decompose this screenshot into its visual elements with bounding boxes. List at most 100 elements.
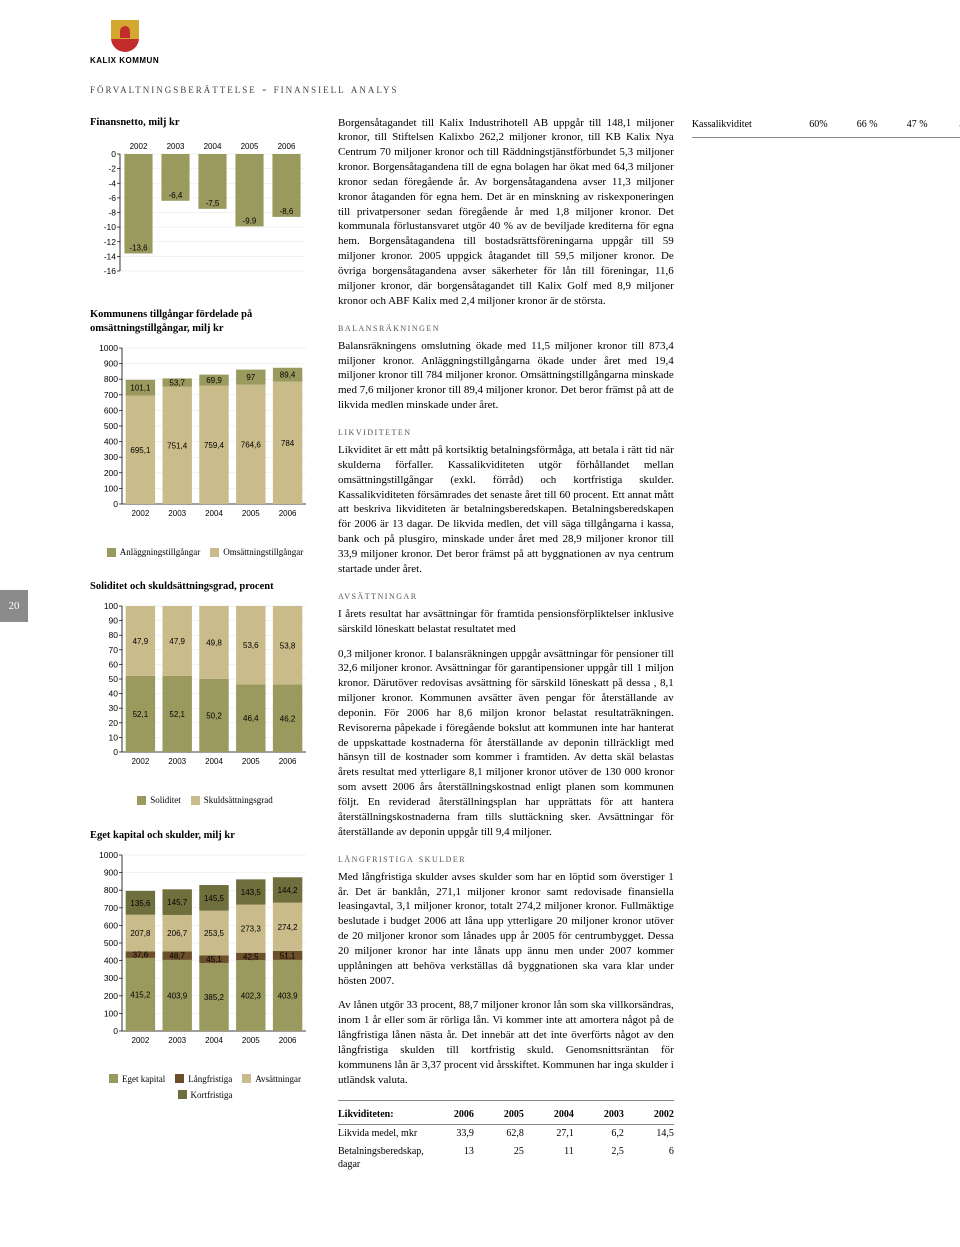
svg-text:100: 100 bbox=[104, 601, 118, 611]
svg-text:600: 600 bbox=[104, 920, 118, 930]
svg-text:800: 800 bbox=[104, 374, 118, 384]
row-label: Betalningsberedskap, dagar bbox=[338, 1145, 424, 1172]
legend-item: Omsättningstillgångar bbox=[210, 546, 303, 558]
svg-text:20: 20 bbox=[109, 718, 119, 728]
svg-text:144,2: 144,2 bbox=[278, 886, 299, 895]
body-text: Borgensåtagandet till Kalix Industrihote… bbox=[338, 116, 960, 1176]
svg-text:48,7: 48,7 bbox=[169, 951, 185, 960]
svg-text:53,6: 53,6 bbox=[243, 642, 259, 651]
svg-text:89,4: 89,4 bbox=[280, 371, 296, 380]
legend-item: Soliditet bbox=[137, 794, 181, 806]
svg-text:145,5: 145,5 bbox=[204, 894, 225, 903]
chart-svg: 01002003004005006007008009001000695,1101… bbox=[90, 342, 310, 542]
svg-text:49,8: 49,8 bbox=[206, 639, 222, 648]
cell: 62,8 bbox=[474, 1127, 524, 1141]
svg-text:300: 300 bbox=[104, 973, 118, 983]
svg-text:2005: 2005 bbox=[242, 509, 260, 518]
logo-area: KALIX KOMMUN bbox=[90, 20, 159, 67]
svg-text:-13,6: -13,6 bbox=[129, 243, 148, 252]
section-header: förvaltningsberättelse - finansiell anal… bbox=[90, 80, 920, 98]
svg-text:69,9: 69,9 bbox=[206, 376, 222, 385]
svg-text:-7,5: -7,5 bbox=[206, 199, 220, 208]
paragraph: Med långfristiga skulder avses skulder s… bbox=[338, 870, 674, 989]
legend-item: Skuldsättningsgrad bbox=[191, 794, 273, 806]
svg-text:51,1: 51,1 bbox=[280, 951, 296, 960]
cell: 2,5 bbox=[574, 1145, 624, 1172]
svg-text:385,2: 385,2 bbox=[204, 993, 225, 1002]
svg-text:-10: -10 bbox=[104, 222, 117, 232]
chart-title: Eget kapital och skulder, milj kr bbox=[90, 829, 320, 843]
page-number-tab: 20 bbox=[0, 590, 28, 622]
chart-title: Kommunens tillgångar fördelade på omsätt… bbox=[90, 308, 320, 336]
svg-text:500: 500 bbox=[104, 421, 118, 431]
svg-text:1000: 1000 bbox=[99, 343, 118, 353]
svg-text:143,5: 143,5 bbox=[241, 888, 262, 897]
svg-text:135,6: 135,6 bbox=[130, 898, 151, 907]
svg-text:415,2: 415,2 bbox=[130, 990, 151, 999]
svg-text:-6,4: -6,4 bbox=[169, 191, 183, 200]
subheading-avsattningar: avsättningar bbox=[338, 587, 674, 603]
svg-text:2003: 2003 bbox=[167, 142, 185, 151]
svg-text:60: 60 bbox=[109, 660, 119, 670]
svg-text:-8,6: -8,6 bbox=[280, 207, 294, 216]
chart-tillgangar: Kommunens tillgångar fördelade på omsätt… bbox=[90, 308, 320, 558]
svg-text:52,1: 52,1 bbox=[169, 710, 185, 719]
svg-text:30: 30 bbox=[109, 704, 119, 714]
table-row: Likvida medel, mkr33,962,827,16,214,5 bbox=[338, 1125, 674, 1143]
svg-text:206,7: 206,7 bbox=[167, 929, 188, 938]
cell: 25 bbox=[474, 1145, 524, 1172]
svg-text:45,1: 45,1 bbox=[206, 955, 222, 964]
paragraph: Borgensåtagandet till Kalix Industrihote… bbox=[338, 116, 674, 309]
svg-text:2002: 2002 bbox=[132, 1036, 150, 1045]
legend-item: Avsättningar bbox=[242, 1073, 301, 1085]
svg-text:2002: 2002 bbox=[130, 142, 148, 151]
svg-text:50: 50 bbox=[109, 674, 119, 684]
svg-text:70: 70 bbox=[109, 645, 119, 655]
chart-soliditet: Soliditet och skuldsättningsgrad, procen… bbox=[90, 580, 320, 806]
svg-text:10: 10 bbox=[109, 733, 119, 743]
cell: 11 bbox=[524, 1145, 574, 1172]
svg-text:0: 0 bbox=[113, 499, 118, 509]
svg-text:2005: 2005 bbox=[242, 1036, 260, 1045]
svg-text:50,2: 50,2 bbox=[206, 712, 222, 721]
paragraph: I årets resultat har avsättningar för fr… bbox=[338, 607, 674, 637]
svg-text:700: 700 bbox=[104, 902, 118, 912]
paragraph: Balansräkningens omslutning ökade med 11… bbox=[338, 339, 674, 413]
svg-text:2003: 2003 bbox=[168, 1036, 186, 1045]
chart-finansnetto: Finansnetto, milj kr 0-2-4-6-8-10-12-14-… bbox=[90, 116, 320, 286]
svg-text:700: 700 bbox=[104, 390, 118, 400]
svg-text:1000: 1000 bbox=[99, 850, 118, 860]
svg-text:2006: 2006 bbox=[279, 757, 297, 766]
shield-icon bbox=[111, 20, 139, 52]
svg-text:52,1: 52,1 bbox=[133, 710, 149, 719]
legend-item: Eget kapital bbox=[109, 1073, 165, 1085]
svg-text:47,9: 47,9 bbox=[169, 637, 185, 646]
col-head: 2002 bbox=[624, 1108, 674, 1122]
svg-text:403,9: 403,9 bbox=[278, 991, 299, 1000]
svg-text:2004: 2004 bbox=[205, 509, 223, 518]
svg-text:-12: -12 bbox=[104, 236, 117, 246]
svg-text:53,8: 53,8 bbox=[280, 642, 296, 651]
svg-text:37,6: 37,6 bbox=[133, 950, 149, 959]
kommun-name: KALIX KOMMUN bbox=[90, 56, 159, 67]
subheading-likviditet: likviditeten bbox=[338, 423, 674, 439]
svg-text:145,7: 145,7 bbox=[167, 898, 188, 907]
svg-text:253,5: 253,5 bbox=[204, 929, 225, 938]
chart-svg: 01002003004005006007008009001000415,237,… bbox=[90, 849, 310, 1069]
svg-text:695,1: 695,1 bbox=[130, 446, 151, 455]
legend: AnläggningstillgångarOmsättningstillgång… bbox=[90, 546, 320, 558]
svg-text:46,4: 46,4 bbox=[243, 715, 259, 724]
svg-text:2004: 2004 bbox=[205, 1036, 223, 1045]
svg-text:40: 40 bbox=[109, 689, 119, 699]
svg-text:2003: 2003 bbox=[168, 757, 186, 766]
subheading-balans: balansräkningen bbox=[338, 319, 674, 335]
paragraph: Av lånen utgör 33 procent, 88,7 miljoner… bbox=[338, 998, 674, 1087]
svg-text:300: 300 bbox=[104, 452, 118, 462]
svg-text:100: 100 bbox=[104, 1008, 118, 1018]
row-label: Likvida medel, mkr bbox=[338, 1127, 424, 1141]
svg-text:900: 900 bbox=[104, 359, 118, 369]
chart-title: Finansnetto, milj kr bbox=[90, 116, 320, 130]
cell: 36% bbox=[928, 118, 960, 132]
subheading-langfristiga: långfristiga skulder bbox=[338, 850, 674, 866]
svg-text:751,4: 751,4 bbox=[167, 441, 188, 450]
